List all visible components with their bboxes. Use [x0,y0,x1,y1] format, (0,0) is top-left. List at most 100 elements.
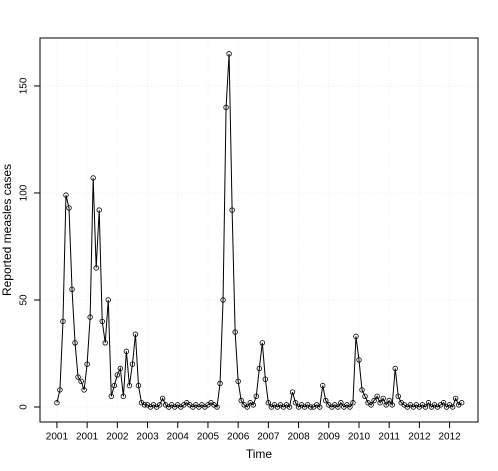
data-point [220,297,226,303]
data-point [244,404,250,410]
data-point [108,393,114,400]
data-point [368,402,374,408]
x-tick-label: 2001 [46,432,69,443]
data-point [389,402,395,408]
data-point [159,395,166,402]
data-point [123,348,130,355]
data-point [449,404,456,410]
data-point [320,382,326,389]
data-point [81,387,87,393]
data-point [289,389,296,395]
data-point [99,318,105,325]
data-point [66,205,72,211]
data-point [265,400,272,406]
data-point [356,357,362,363]
data-point [392,365,398,372]
x-tick-label: 2003 [136,432,159,443]
data-point [63,192,69,198]
data-point [323,397,329,404]
x-tick-label: 2011 [378,432,400,443]
data-point [141,402,148,408]
data-point [232,329,238,335]
data-point [78,378,84,385]
y-axis-label: Reported measles cases [0,164,14,296]
data-point [395,393,401,400]
data-point [250,402,256,408]
data-point [156,402,163,408]
data-point [425,400,432,406]
data-point [96,207,102,213]
plot-frame [39,37,479,423]
data-point [440,400,447,406]
data-point [317,404,323,410]
data-point [292,400,299,406]
y-tick-label: 0 [19,404,30,410]
data-point [126,382,133,389]
data-point [350,400,356,406]
data-point [229,207,235,213]
data-point [353,333,359,340]
data-point [223,104,229,111]
data-point [359,387,365,393]
data-point [54,400,60,406]
data-point [214,404,220,410]
data-point [380,395,386,402]
x-tick-label: 2010 [348,432,371,443]
data-point [383,402,389,408]
x-tick-label: 2006 [227,432,250,443]
data-point [226,51,232,57]
data-point [132,331,139,337]
data-point [90,175,96,181]
x-tick-label: 2007 [257,432,280,443]
data-point [458,400,465,406]
y-tick-label: 150 [19,77,30,94]
data-point [235,378,241,385]
x-tick-label: 2005 [197,432,220,443]
data-point [307,404,314,410]
y-tick-label: 50 [19,294,30,306]
data-point [111,382,118,389]
data-point [105,297,111,303]
data-point [129,361,136,367]
data-point [72,340,78,346]
data-point [102,340,108,346]
data-point [87,314,93,320]
x-tick-label: 2004 [167,432,190,443]
data-point [75,374,81,380]
y-tick-label: 100 [19,184,30,201]
data-point [422,404,429,410]
data-point [262,376,269,382]
data-point [286,404,293,410]
data-point [253,393,259,400]
data-point [84,361,90,367]
x-axis-label: Time [246,447,273,461]
data-point [259,340,266,346]
data-point [114,372,121,378]
x-tick-label: 2009 [318,432,341,443]
data-point [117,365,124,372]
data-point [338,400,344,406]
data-point [93,265,99,271]
data-point [256,365,263,372]
x-tick-label: 2002 [106,432,129,443]
data-point [69,286,75,292]
x-tick-label: 2008 [287,432,310,443]
data-point [362,393,368,400]
x-tick-label: 2012 [438,432,461,443]
data-point [452,395,459,402]
data-point [386,397,392,404]
data-point [57,387,63,393]
data-point [238,397,244,404]
data-point [335,404,341,410]
data-point [217,380,223,387]
data-line [56,53,462,408]
data-point [371,397,377,404]
data-point [135,382,142,389]
x-tick-label: 2012 [408,432,431,443]
data-point [60,318,66,325]
data-point [377,400,383,406]
data-point [374,393,380,400]
data-point [120,393,127,400]
x-tick-label: 2001 [76,432,99,443]
